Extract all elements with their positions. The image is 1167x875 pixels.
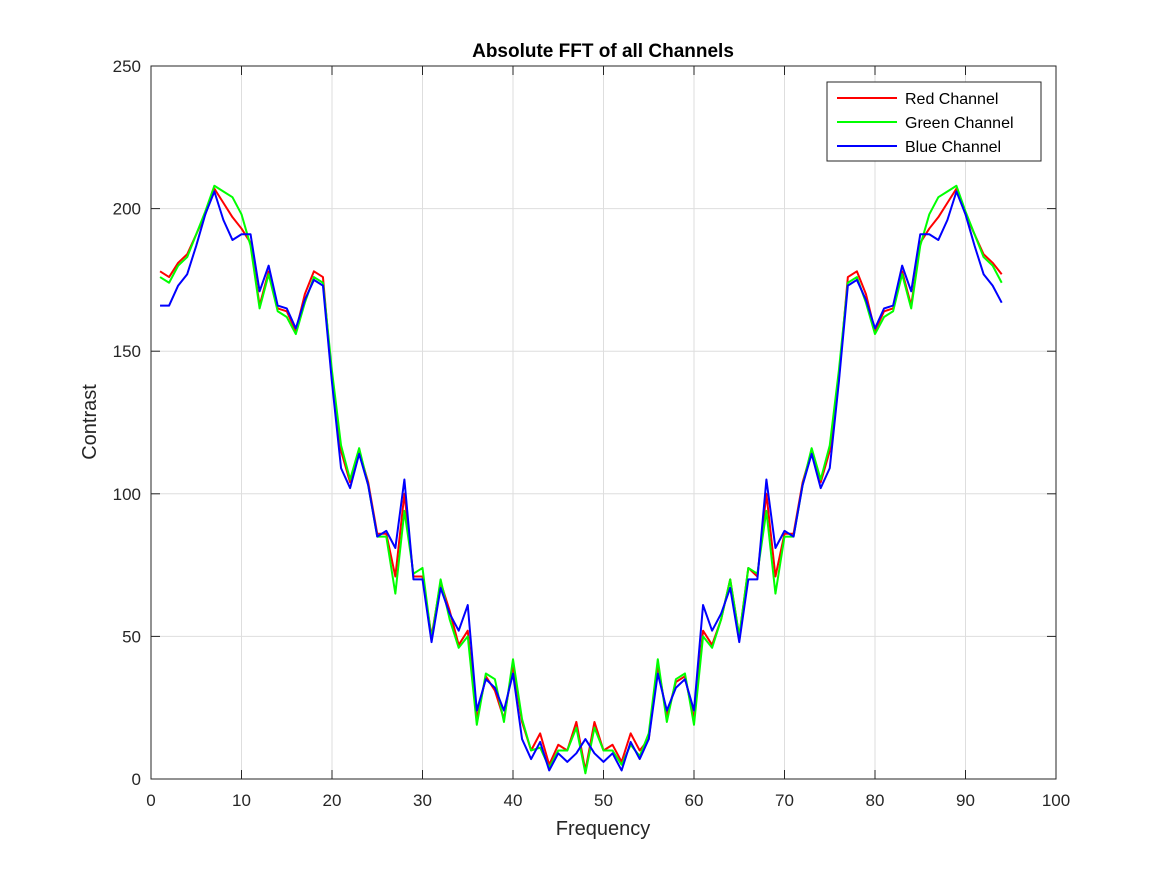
x-tick-label: 0 <box>146 791 155 810</box>
chart-title: Absolute FFT of all Channels <box>472 41 734 62</box>
axes <box>150 65 1057 780</box>
series-lines <box>159 184 1003 775</box>
x-tick-label: 20 <box>323 791 342 810</box>
y-tick-label: 200 <box>113 200 141 219</box>
legend-label-green: Green Channel <box>905 115 1014 132</box>
x-tick-label: 80 <box>866 791 885 810</box>
y-tick-label: 0 <box>132 770 141 789</box>
y-tick-label: 50 <box>122 627 141 646</box>
legend-label-blue: Blue Channel <box>905 139 1001 156</box>
y-tick-label: 150 <box>113 342 141 361</box>
legend-label-red: Red Channel <box>905 91 998 108</box>
grid <box>151 66 1056 779</box>
series-line-blue-channel <box>160 190 1003 772</box>
x-tick-label: 10 <box>232 791 251 810</box>
x-tick-label: 100 <box>1042 791 1070 810</box>
x-tick-label: 40 <box>504 791 523 810</box>
x-tick-label: 90 <box>956 791 975 810</box>
x-tick-label: 60 <box>685 791 704 810</box>
x-tick-label: 30 <box>413 791 432 810</box>
y-axis-label: Contrast <box>79 384 101 460</box>
legend: Red Channel Green Channel Blue Channel <box>826 81 1042 162</box>
tick-labels: 0 10 20 30 40 50 60 70 80 90 100 0 50 100 150 200 250 <box>113 57 1071 810</box>
y-tick-label: 250 <box>113 57 141 76</box>
y-tick-label: 100 <box>113 485 141 504</box>
x-tick-label: 50 <box>594 791 613 810</box>
x-axis-label: Frequency <box>556 818 651 840</box>
x-tick-label: 70 <box>775 791 794 810</box>
